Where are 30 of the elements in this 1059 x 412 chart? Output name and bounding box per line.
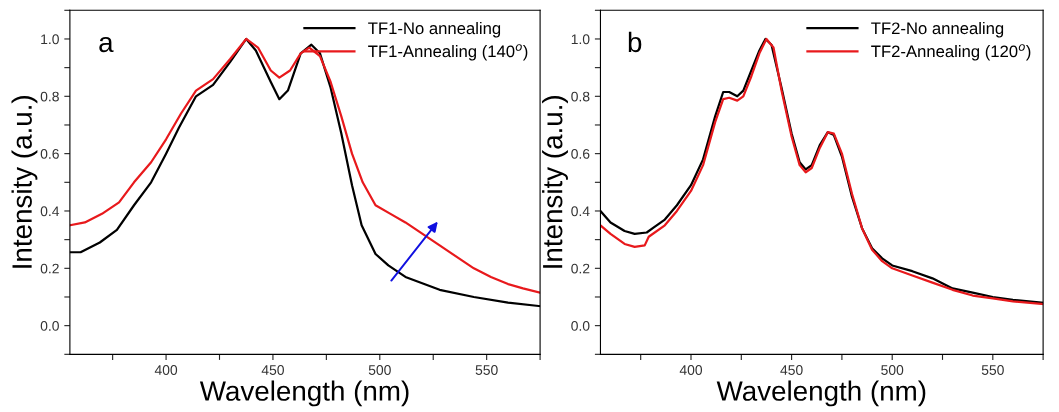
y-tick-label: 0.0	[571, 320, 590, 331]
x-tick-label: 550	[475, 365, 498, 375]
y-axis-title: Intensity (a.u.)	[11, 96, 38, 268]
y-tick-label: 0.2	[40, 263, 59, 274]
annotation: b	[628, 31, 642, 53]
legend-label: TF1-No annealing	[368, 21, 501, 38]
y-axis-title: Intensity (a.u.)	[542, 96, 568, 268]
y-tick-label: 0.4	[571, 206, 590, 217]
y-tick-label: 0.2	[571, 263, 590, 274]
y-tick-label: 0.0	[40, 320, 59, 331]
x-tick-label: 400	[154, 365, 178, 375]
y-tick-label: 0.4	[40, 206, 60, 217]
y-tick-label: 0.6	[40, 148, 59, 159]
x-tick-label: 500	[881, 365, 904, 375]
legend-label: TF1-Annealing (140$^{o}$)	[368, 44, 528, 61]
annotation: a	[99, 36, 114, 53]
x-tick-label: 450	[261, 365, 284, 375]
legend-label: TF2-Annealing (120$^{o}$)	[871, 44, 1031, 61]
x-tick-label: 400	[679, 365, 703, 375]
x-tick-label: 450	[780, 365, 803, 375]
y-tick-label: 1.0	[571, 34, 590, 45]
y-tick-label: 0.8	[40, 91, 59, 102]
legend-label: TF2-No annealing	[871, 21, 1004, 38]
x-tick-label: 550	[981, 365, 1004, 375]
x-axis-title: Wavelength (nm)	[716, 380, 926, 407]
y-tick-label: 0.6	[571, 148, 590, 159]
y-tick-label: 0.8	[571, 91, 590, 102]
x-axis-title: Wavelength (nm)	[199, 380, 409, 407]
x-tick-label: 500	[368, 365, 391, 375]
y-tick-label: 1.0	[41, 34, 59, 45]
